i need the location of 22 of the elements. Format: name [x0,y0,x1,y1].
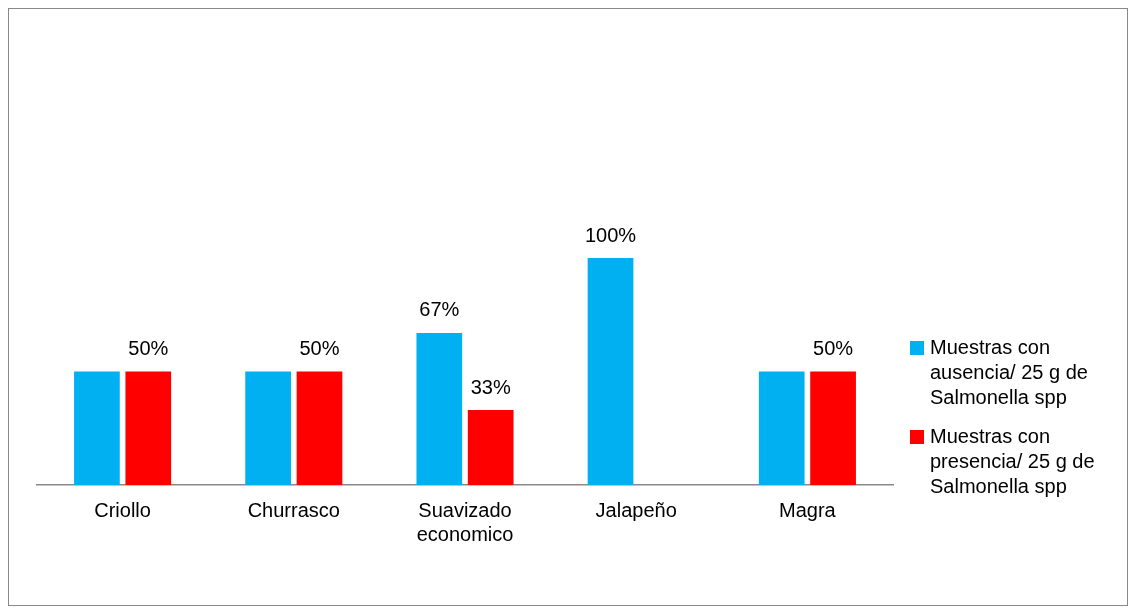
bar [467,410,514,485]
data-label: 50% [813,337,854,360]
data-label: 67% [419,298,460,321]
x-tick-label: Magra [779,498,837,521]
bar [810,371,856,485]
bar [587,258,634,485]
x-tick-label: Jalapeño [595,498,677,521]
legend-label: Muestras con presencia/ 25 g de Salmonella spp [930,424,1096,499]
data-label: 33% [470,375,511,398]
bar [74,371,120,485]
bar [245,371,291,485]
bar [416,332,463,485]
bar [296,371,343,485]
bar [125,371,172,485]
data-label: 100% [584,223,637,246]
bar [758,371,805,485]
x-tick-label: Criollo [94,498,151,521]
x-tick-label: Suavizado economico [416,498,514,545]
x-tick-label: Churrasco [247,498,340,521]
data-label: 50% [128,337,169,360]
data-label: 50% [299,337,340,360]
legend-label: Muestras con ausencia/ 25 g de Salmonella spp [930,335,1089,410]
